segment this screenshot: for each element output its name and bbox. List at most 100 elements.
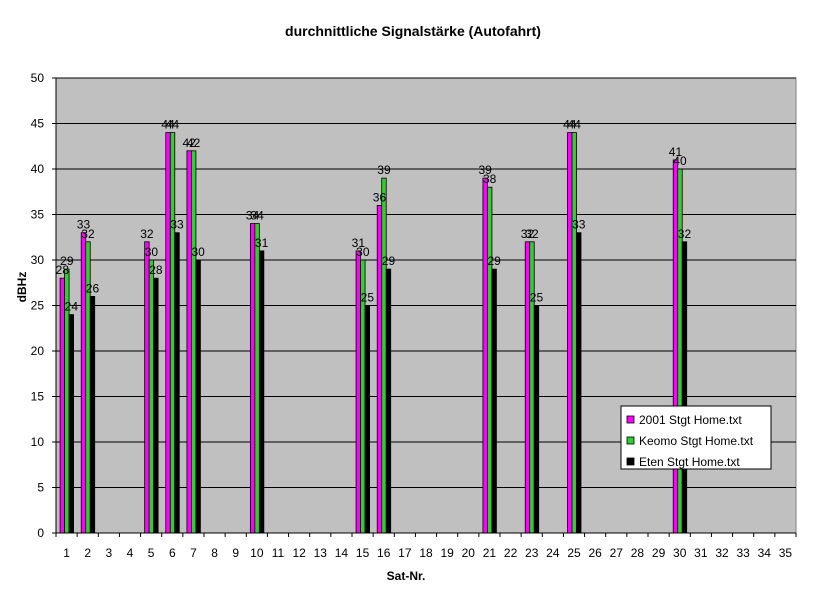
data-label: 44 [161,118,175,132]
y-tick-label: 50 [31,71,45,85]
x-tick-label: 4 [127,546,134,560]
y-axis-label: dBHz [15,272,29,303]
data-label: 28 [149,263,163,277]
data-label: 36 [373,190,387,204]
y-tick-label: 20 [31,344,45,358]
data-label: 40 [673,154,687,168]
x-tick-label: 26 [588,546,602,560]
bar [186,150,192,534]
y-tick-label: 35 [31,208,45,222]
data-label: 26 [86,281,100,295]
data-label: 32 [140,227,154,241]
x-tick-label: 34 [758,546,772,560]
x-tick-label: 3 [106,546,113,560]
x-tick-label: 6 [169,546,176,560]
data-label: 30 [356,245,370,259]
data-label: 32 [81,227,95,241]
x-axis-ticks: 1 2 3 4 5 6 7 8 9 10 11 12 13 14 15 16 17 18 19 20 21 22 23 24 2… [55,533,797,560]
y-tick-label: 10 [31,435,45,449]
bar [169,132,176,534]
bar [677,168,683,534]
bar [148,259,155,534]
x-tick-label: 18 [419,546,433,560]
legend-swatch [626,457,635,466]
data-labels: 2833324442343136393244412932304442343039… [56,118,692,314]
y-tick-label: 30 [31,253,45,267]
legend-box [620,405,772,470]
data-label: 25 [361,291,375,305]
x-tick-label: 19 [440,546,454,560]
data-label: 33 [572,218,586,232]
data-label: 29 [487,254,501,268]
data-label: 34 [246,209,260,223]
x-tick-label: 30 [673,546,687,560]
legend-swatch [626,436,635,445]
data-label: 32 [521,227,535,241]
bar [89,295,96,534]
bar [80,232,87,534]
data-label: 34 [250,209,264,223]
bar [567,132,573,534]
data-label: 30 [145,245,159,259]
x-tick-label: 12 [292,546,306,560]
data-label: 31 [352,236,366,250]
data-label: 33 [77,218,91,232]
data-label: 41 [669,145,683,159]
x-tick-label: 15 [356,546,370,560]
bar [59,277,65,534]
data-label: 39 [377,163,391,177]
x-tick-label: 10 [250,546,264,560]
bar [68,314,74,534]
data-label: 29 [60,254,74,268]
data-label: 42 [187,136,201,150]
x-tick-label: 27 [610,546,624,560]
bar [144,241,150,534]
y-tick-label: 5 [37,481,44,495]
bar [524,241,531,534]
x-tick-label: 8 [211,546,218,560]
x-tick-label: 31 [694,546,708,560]
y-axis-ticks: 0 5 10 15 20 25 30 35 40 45 50 [31,71,56,540]
bar [381,177,387,534]
bar [174,232,180,534]
data-label: 31 [255,236,269,250]
data-label: 42 [182,136,196,150]
x-tick-label: 22 [504,546,518,560]
data-label: 44 [563,118,577,132]
x-tick-label: 14 [335,546,349,560]
chart-title: durchnittliche Signalstärke (Autofahrt) [285,23,541,39]
x-tick-label: 33 [736,546,750,560]
bar [165,132,171,534]
x-tick-label: 21 [483,546,497,560]
x-tick-label: 9 [232,546,239,560]
y-tick-label: 25 [31,299,45,313]
bar [672,159,679,534]
x-tick-label: 35 [779,546,793,560]
data-label: 44 [568,118,582,132]
x-tick-label: 29 [652,546,666,560]
legend-label: Keomo Stgt Home.txt [639,434,754,448]
legend-label: Eten Stgt Home.txt [639,455,740,469]
x-tick-label: 25 [567,546,581,560]
data-label: 39 [478,163,492,177]
data-label: 33 [170,218,184,232]
x-tick-label: 2 [84,546,91,560]
bar [681,241,688,534]
x-tick-label: 11 [272,546,285,560]
x-tick-label: 5 [148,546,155,560]
x-tick-label: 23 [525,546,539,560]
x-tick-label: 32 [715,546,729,560]
bars [59,132,688,534]
y-tick-label: 15 [31,390,45,404]
x-axis-label: Sat-Nr. [387,569,426,583]
data-label: 24 [65,300,79,314]
x-tick-label: 28 [631,546,645,560]
bar [249,223,256,534]
bar [364,305,370,534]
x-tick-label: 7 [190,546,197,560]
y-tick-label: 40 [31,162,45,176]
bar [533,305,540,534]
bar [482,177,488,534]
bar [529,241,535,534]
